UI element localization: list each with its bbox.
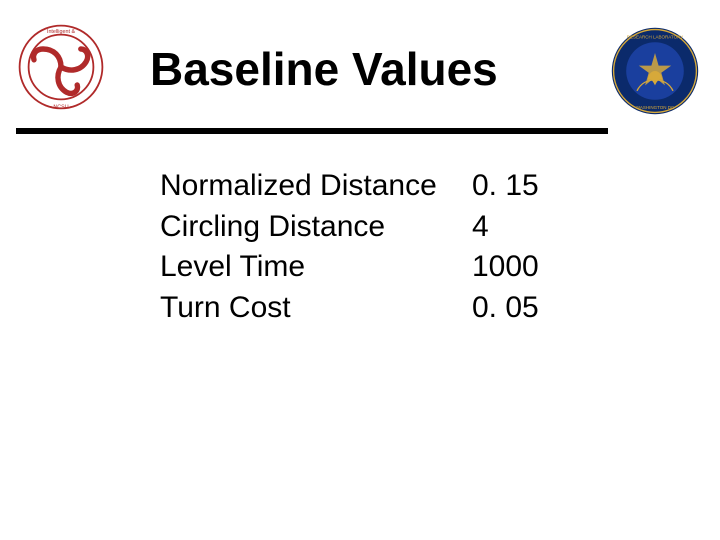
slide: Intelligent & • NCSU • RESEARCH LABORATO… [0, 0, 720, 540]
svg-text:• NCSU •: • NCSU • [50, 104, 72, 110]
table-row: Turn Cost 0. 05 [160, 288, 592, 329]
table-row: Normalized Distance 0. 15 [160, 166, 592, 207]
row-label: Circling Distance [160, 207, 472, 248]
triskelion-icon: Intelligent & • NCSU • [16, 22, 106, 112]
svg-text:Intelligent &: Intelligent & [47, 29, 76, 35]
svg-text:RESEARCH LABORATORY: RESEARCH LABORATORY [627, 35, 684, 40]
seal-icon: RESEARCH LABORATORY WASHINGTON DC [610, 26, 700, 116]
values-table: Normalized Distance 0. 15 Circling Dista… [160, 166, 592, 328]
svg-text:WASHINGTON DC: WASHINGTON DC [636, 105, 675, 110]
row-value: 0. 05 [472, 288, 592, 329]
right-logo: RESEARCH LABORATORY WASHINGTON DC [610, 26, 700, 116]
row-label: Turn Cost [160, 288, 472, 329]
slide-header: Intelligent & • NCSU • RESEARCH LABORATO… [0, 0, 720, 140]
row-label: Normalized Distance [160, 166, 472, 207]
table-row: Level Time 1000 [160, 247, 592, 288]
left-logo: Intelligent & • NCSU • [16, 22, 106, 112]
table-row: Circling Distance 4 [160, 207, 592, 248]
row-value: 0. 15 [472, 166, 592, 207]
slide-title: Baseline Values [150, 42, 498, 96]
row-label: Level Time [160, 247, 472, 288]
title-underline [16, 128, 608, 134]
row-value: 1000 [472, 247, 592, 288]
row-value: 4 [472, 207, 592, 248]
